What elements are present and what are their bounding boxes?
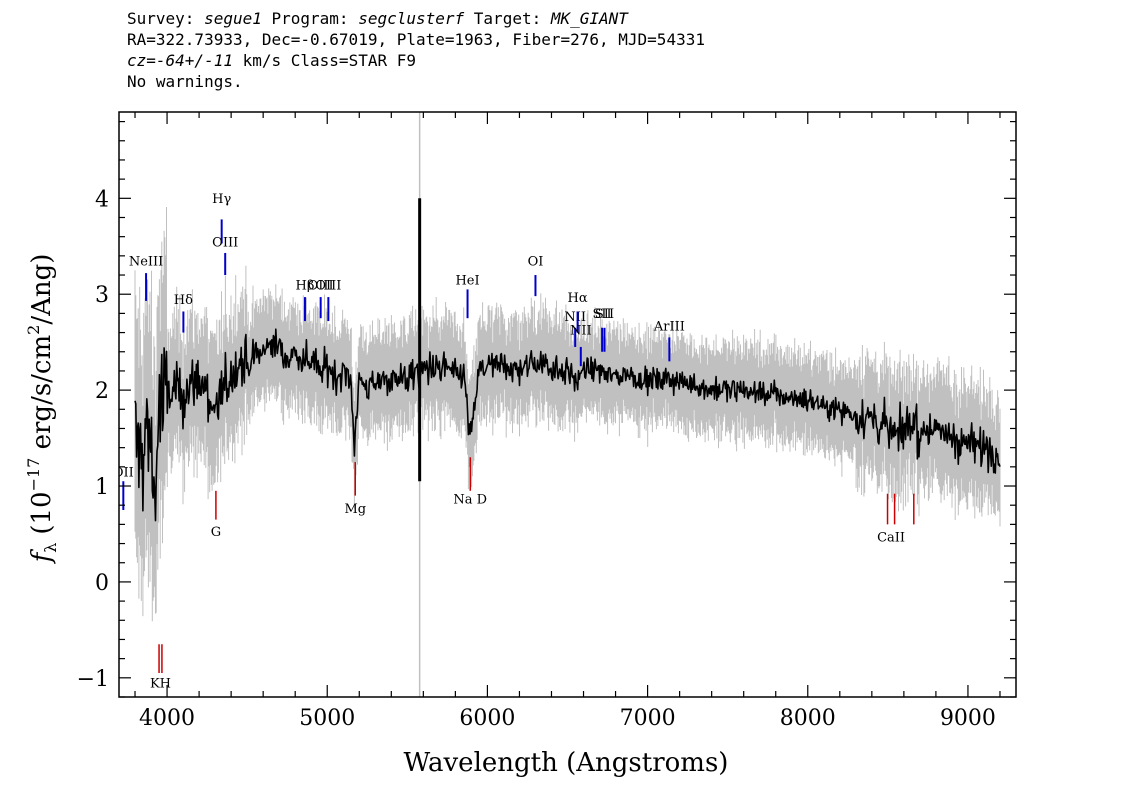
emission-line-label: OII xyxy=(113,465,134,480)
absorption-line-label: CaII xyxy=(877,531,905,546)
y-tick-label: 3 xyxy=(95,283,109,308)
x-tick-label: 6000 xyxy=(459,706,515,731)
x-tick-label: 5000 xyxy=(299,706,355,731)
absorption-line-label: Na D xyxy=(453,492,487,507)
absorption-line-label: Mg xyxy=(344,502,366,517)
header-line-coordinates: RA=322.73933, Dec=-0.67019, Plate=1963, … xyxy=(127,30,705,49)
survey-label: Survey: xyxy=(127,9,205,28)
y-axis-label: fλ(10−17 erg/s/cm2/Ang) xyxy=(24,254,60,565)
emission-line-label: NeIII xyxy=(129,254,163,269)
emission-line-label: Hγ xyxy=(212,192,231,207)
absorption-line-label: KH xyxy=(150,676,171,691)
x-tick-label: 9000 xyxy=(940,706,996,731)
header-line-warnings: No warnings. xyxy=(127,72,243,91)
absorption-line-label: G xyxy=(211,525,221,540)
emission-line-label: SII xyxy=(593,307,612,322)
axes: 4000 5000 6000 7000 8000 9000 −1 0 1 2 3 4 xyxy=(77,111,1017,731)
target-label: Target: xyxy=(464,9,551,28)
emission-line-label: OI xyxy=(528,254,544,269)
redshift-value: cz=-64+/-11 xyxy=(127,51,233,70)
y-tick-label: 2 xyxy=(95,379,109,404)
emission-line-label: Hδ xyxy=(174,293,193,308)
emission-line-label: HeI xyxy=(455,274,479,289)
emission-line-label: SII xyxy=(595,307,614,322)
emission-line-label: NII xyxy=(570,323,592,338)
x-tick-label: 8000 xyxy=(780,706,836,731)
emission-line-label: Hα xyxy=(568,291,588,306)
emission-line-label: OIII xyxy=(315,278,341,293)
emission-line-label: ArIII xyxy=(653,320,685,335)
header-line-redshift: cz=-64+/-11 km/s Class=STAR F9 xyxy=(127,50,705,71)
x-tick-label: 7000 xyxy=(620,706,676,731)
emission-line-label: OIII xyxy=(212,235,238,250)
flux-series xyxy=(134,328,1001,522)
emission-line-label: Hβ xyxy=(296,278,315,293)
y-tick-label: 1 xyxy=(95,475,109,500)
class-value: km/s Class=STAR F9 xyxy=(232,51,416,70)
y-tick-label: 0 xyxy=(95,571,109,596)
program-value: segclusterf xyxy=(358,9,465,28)
program-label: Program: xyxy=(261,9,359,28)
y-tick-label: 4 xyxy=(95,187,109,212)
target-value: MK_GIANT xyxy=(550,9,628,28)
emission-line-label: NII xyxy=(564,310,586,325)
spectrum-header: Survey: segue1 Program: segclusterf Targ… xyxy=(127,8,705,92)
x-axis-label: Wavelength (Angstroms) xyxy=(404,748,729,778)
y-tick-label: −1 xyxy=(77,667,109,692)
survey-value: segue1 xyxy=(204,9,262,28)
header-line-survey: Survey: segue1 Program: segclusterf Targ… xyxy=(127,8,705,29)
x-tick-label: 4000 xyxy=(139,706,195,731)
emission-line-label: OIII xyxy=(308,278,334,293)
plot-frame xyxy=(118,111,1017,698)
